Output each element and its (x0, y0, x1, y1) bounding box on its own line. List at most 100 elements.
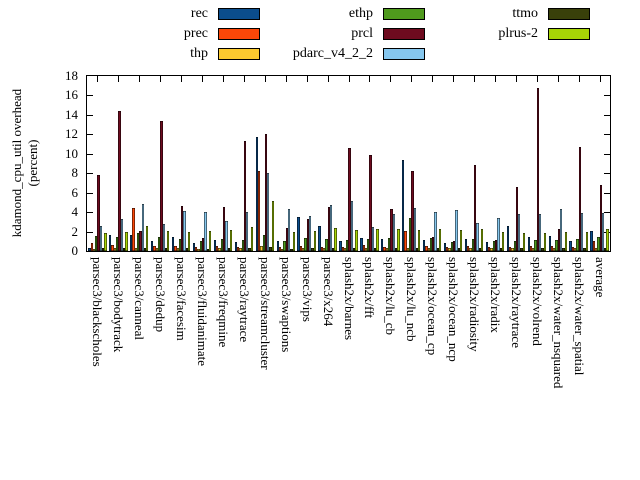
bar-plrus-2 (167, 230, 170, 251)
x-tick-top (118, 76, 120, 82)
y-tick-label-4: 4 (71, 204, 79, 220)
x-tick-label: parsec3/raytrace (236, 257, 252, 343)
bar-rec (527, 237, 530, 251)
bar-rec (297, 217, 300, 251)
bar-group-parsec3/raytrace (233, 76, 254, 251)
bar-plrus-2 (188, 231, 191, 251)
x-tick-label: parsec3/blackscholes (90, 257, 106, 367)
bar-pdarc_v4_2_2 (267, 173, 270, 251)
bar-group-parsec3/bodytrack (108, 76, 129, 251)
bar-ttmo (332, 248, 335, 251)
bar-prec (529, 246, 533, 251)
x-tick-label: parsec3/swaptions (278, 257, 294, 353)
x-tick-label: parsec3/bodytrack (111, 257, 127, 353)
bar-ethp (157, 237, 161, 251)
y-tick-label-14: 14 (65, 106, 78, 122)
bar-thp (197, 249, 200, 251)
bar-plrus-2 (208, 230, 212, 251)
x-tick-top (411, 76, 413, 82)
y-tick-label-6: 6 (71, 184, 79, 200)
x-tick-top (97, 76, 99, 82)
bar-ttmo (394, 248, 398, 251)
x-tick-label: splash2x/raytrace (508, 257, 524, 348)
bar-ethp (346, 240, 349, 251)
bar-ethp (388, 238, 391, 251)
bar-group-parsec3/blackscholes (87, 76, 108, 251)
x-tick-label: splash2x/radiosity (467, 257, 483, 352)
bar-ttmo (436, 248, 440, 251)
bar-thp (448, 248, 451, 251)
y-tick-label-8: 8 (71, 165, 79, 181)
bar-prcl (222, 207, 226, 251)
bar-ttmo (520, 248, 523, 251)
x-tick-label: splash2x/water_nsquared (550, 257, 566, 389)
bar-plrus-2 (125, 231, 128, 251)
bar-plrus-2 (229, 229, 233, 251)
bar-prcl (264, 134, 268, 251)
bar-thp (176, 248, 179, 251)
bar-prcl (369, 154, 372, 251)
bar-pdarc_v4_2_2 (204, 212, 207, 251)
y-tick-right (604, 95, 610, 97)
bar-prcl (306, 218, 309, 251)
y-tick-right (604, 192, 610, 194)
bar-plrus-2 (480, 228, 484, 251)
bar-rec (171, 237, 175, 251)
x-tick-top (181, 76, 183, 82)
x-tick-label: parsec3/streamcluster (257, 257, 273, 370)
legend-column-3: ttmo plrus-2 (420, 4, 590, 44)
bar-ttmo (457, 248, 460, 251)
legend-item-ethp: ethp (250, 4, 425, 24)
bar-thp (343, 248, 347, 251)
bar-rec (402, 159, 405, 251)
bar-ethp (367, 239, 370, 251)
y-tick-left (87, 153, 93, 155)
bar-pdarc_v4_2_2 (413, 208, 416, 251)
bar-prec (404, 230, 407, 251)
x-tick-top (243, 76, 245, 82)
bar-pdarc_v4_2_2 (350, 201, 354, 251)
bar-plrus-2 (250, 226, 254, 251)
bar-pdarc_v4_2_2 (225, 220, 228, 251)
y-tick-left (87, 173, 93, 175)
bar-prec (132, 208, 135, 251)
bar-ttmo (164, 248, 168, 251)
x-tick-top (599, 76, 601, 82)
x-tick-top (160, 76, 162, 82)
x-tick-label: splash2x/water_spatial (571, 257, 587, 376)
bar-plrus-2 (146, 225, 149, 251)
bar-rec (360, 238, 363, 251)
bar-rec (485, 242, 489, 251)
bar-ethp (283, 241, 286, 251)
bar-prec (571, 247, 575, 251)
x-tick-label: splash2x/lu_cb (383, 257, 399, 335)
bar-group-parsec3/vips (296, 76, 317, 251)
bar-group-parsec3/swaptions (275, 76, 296, 251)
bar-thp (92, 249, 96, 251)
bar-thp (322, 248, 326, 251)
bar-plrus-2 (564, 231, 567, 251)
bar-thp (302, 248, 305, 251)
bar-ethp (555, 240, 558, 251)
bar-pdarc_v4_2_2 (392, 214, 395, 251)
bar-ethp (262, 234, 265, 251)
y-tick-right (604, 153, 610, 155)
bar-prec (488, 247, 491, 251)
bar-prec (174, 246, 177, 251)
x-tick-label: splash2x/barnes (341, 257, 357, 341)
bar-thp (113, 248, 117, 251)
bar-rec (548, 236, 551, 251)
bar-prcl (243, 141, 247, 251)
bar-prcl (474, 164, 477, 251)
x-tick-top (453, 76, 455, 82)
bar-pdarc_v4_2_2 (162, 223, 165, 251)
bar-prcl (453, 241, 456, 251)
bar-prcl (432, 237, 435, 251)
x-tick-top (578, 76, 580, 82)
x-tick-top (515, 76, 517, 82)
bar-pdarc_v4_2_2 (559, 209, 563, 251)
x-tick-top (390, 76, 392, 82)
bar-group-splash2x/raytrace (505, 76, 526, 251)
bar-prec (341, 247, 344, 251)
bar-prec (216, 246, 219, 251)
